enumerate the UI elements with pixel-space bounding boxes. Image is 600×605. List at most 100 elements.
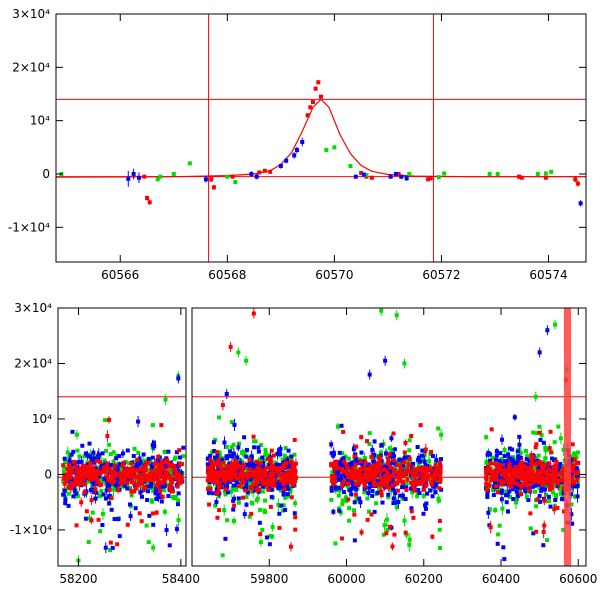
data-point-red (518, 462, 523, 467)
data-point-green (111, 487, 116, 492)
data-point-blue (485, 492, 490, 497)
data-point-blue (367, 485, 372, 490)
data-point-green (232, 518, 237, 523)
data-point-green (573, 476, 578, 481)
data-point-blue (575, 494, 580, 499)
top-plot-area (56, 14, 586, 262)
data-point-blue (131, 453, 136, 458)
data-point-red (205, 478, 210, 483)
data-point-red (390, 544, 395, 549)
data-point-green (282, 453, 287, 458)
data-point-blue (487, 523, 492, 528)
data-point-red (424, 475, 429, 480)
data-point-red (535, 469, 540, 474)
data-point-green (394, 313, 399, 318)
y-tick-label: 0 (44, 467, 52, 481)
data-point-green (531, 430, 536, 435)
data-point-blue (94, 482, 99, 487)
data-point-green (402, 361, 407, 366)
data-point-red (282, 472, 287, 477)
data-point-blue (501, 545, 506, 550)
data-point-red (352, 512, 357, 517)
data-point-red (156, 465, 161, 470)
data-point-red (127, 474, 132, 479)
data-point-red (493, 462, 498, 467)
data-point-red (146, 475, 151, 480)
data-point-green (240, 450, 245, 455)
data-point-blue (367, 480, 372, 485)
data-point-red (125, 480, 130, 485)
data-point-blue (511, 460, 516, 465)
data-point-red (292, 437, 297, 442)
data-point-blue (372, 452, 377, 457)
data-point-blue (68, 460, 73, 465)
data-point-red (529, 465, 534, 470)
data-point-red (494, 484, 499, 489)
data-point-green (223, 492, 228, 497)
data-point-blue (416, 455, 421, 460)
data-point-green (379, 308, 384, 313)
data-point-red (534, 472, 539, 477)
data-point-blue (375, 490, 380, 495)
data-point-blue (372, 439, 377, 444)
data-point-green (410, 490, 415, 495)
data-point-red (155, 468, 160, 473)
data-point-red (259, 476, 264, 481)
data-point-green (99, 477, 104, 482)
data-point-blue (99, 466, 104, 471)
data-point-blue (502, 454, 507, 459)
data-point-red (486, 465, 491, 470)
data-point-red (80, 468, 85, 473)
data-point-blue (507, 446, 512, 451)
data-point-red (377, 455, 382, 460)
data-point-red (362, 466, 367, 471)
data-point-blue (380, 469, 385, 474)
data-point-blue (416, 487, 421, 492)
data-point-blue (569, 457, 574, 462)
data-point-green (263, 447, 268, 452)
data-point-red (159, 423, 164, 428)
data-point-blue (348, 461, 353, 466)
data-point-red (259, 471, 264, 476)
data-point-green (484, 460, 489, 465)
data-point-red (74, 474, 79, 479)
data-point-red (366, 471, 371, 476)
data-point-red (495, 470, 500, 475)
data-point-red (138, 473, 143, 478)
data-point-green (163, 397, 168, 402)
data-point-red (125, 522, 130, 527)
data-point-blue (574, 466, 579, 471)
data-point-blue (286, 486, 291, 491)
data-point-green (250, 501, 255, 506)
data-point-blue (552, 458, 557, 463)
data-point-blue (537, 493, 542, 498)
data-point-blue (235, 455, 240, 460)
data-point-red (387, 477, 392, 482)
x-tick-label: 60572 (422, 268, 460, 282)
data-point-blue (497, 481, 502, 486)
x-tick-label: 60566 (101, 268, 139, 282)
data-point-blue (517, 434, 522, 439)
data-point-red (346, 497, 351, 502)
data-point-red (409, 471, 414, 476)
data-point-green (257, 457, 262, 462)
data-point-blue (382, 465, 387, 470)
data-point-blue (339, 476, 344, 481)
data-point-red (179, 462, 184, 467)
data-point-red (215, 470, 220, 475)
data-point-red (339, 536, 344, 541)
data-point-green (502, 489, 507, 494)
data-point-red (523, 476, 528, 481)
data-point-red (254, 459, 259, 464)
data-point-blue (251, 462, 256, 467)
data-point-red (253, 476, 258, 481)
y-tick-label: 3×10⁴ (12, 7, 50, 21)
y-tick-label: 2×10⁴ (12, 60, 50, 74)
data-point-red (363, 460, 368, 465)
data-point-blue (352, 500, 357, 505)
data-point-red (429, 480, 434, 485)
data-point-green (239, 485, 244, 490)
data-point-green (438, 545, 443, 550)
data-point-red (430, 482, 435, 487)
data-point-red (281, 464, 286, 469)
